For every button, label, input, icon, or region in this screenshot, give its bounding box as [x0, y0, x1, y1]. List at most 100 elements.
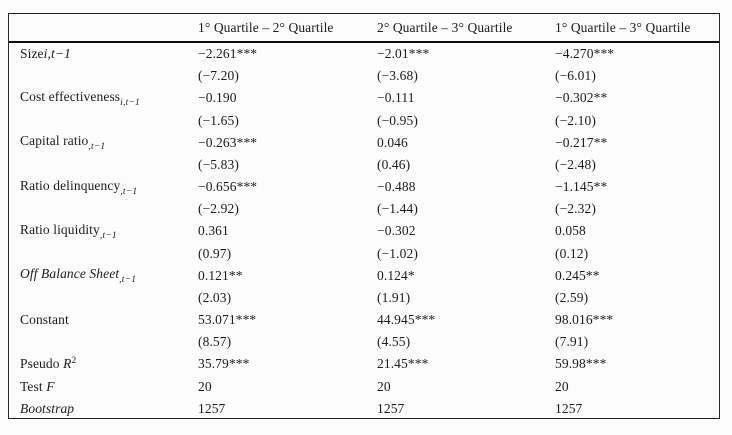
tstat-cell: (7.91) — [555, 334, 589, 350]
coef-cell: −0.111 — [377, 90, 415, 106]
tstat-cell: (−2.10) — [555, 112, 596, 128]
row-label-ratio-liquidity: Ratio liquidity,t−1 — [20, 222, 198, 241]
label-variable: R — [63, 356, 72, 372]
tstat-cell: (1.91) — [377, 289, 411, 305]
coef-cell: 0.245** — [555, 267, 600, 283]
label-subscript: ,t−1 — [88, 142, 106, 153]
coef-cell: −2.01*** — [377, 46, 430, 62]
label-inline-subscript: i,t−1 — [43, 46, 71, 62]
label-text: Off Balance Sheet — [20, 266, 120, 282]
table-row-pseudo-r2: Pseudo R2 35.79*** 21.45*** 59.98*** — [9, 353, 719, 375]
row-label-capital-ratio: Capital ratio,t−1 — [20, 133, 198, 152]
stat-cell: 59.98*** — [555, 356, 607, 372]
tstat-cell: (−2.32) — [555, 201, 596, 217]
label-text: Capital ratio — [20, 133, 89, 149]
label-text: Bootstrap — [20, 400, 75, 416]
label-text: Cost effectiveness — [20, 88, 121, 104]
label-superscript: 2 — [71, 356, 77, 367]
table-row-constant-coef: Constant 53.071*** 44.945*** 98.016*** — [9, 309, 719, 331]
row-label-off-balance-sheet: Off Balance Sheet,t−1 — [20, 266, 198, 285]
table-body: Sizei,t−1 −2.261*** −2.01*** −4.270*** (… — [9, 43, 719, 420]
table-row-ratio-liquidity-tstat: (0.97) (−1.02) (0.12) — [9, 243, 719, 265]
tstat-cell: (0.46) — [377, 156, 411, 172]
tstat-cell: (−1.02) — [377, 245, 418, 261]
column-header-q1-q3: 1° Quartile – 3° Quartile — [555, 19, 691, 35]
table-row-constant-tstat: (8.57) (4.55) (7.91) — [9, 331, 719, 353]
coef-cell: 0.361 — [198, 223, 229, 239]
label-text: Constant — [20, 312, 69, 328]
coef-cell: 53.071*** — [198, 312, 257, 328]
tstat-cell: (2.59) — [555, 289, 589, 305]
label-text: Ratio liquidity — [20, 221, 100, 237]
tstat-cell: (0.12) — [555, 245, 589, 261]
label-text: Test — [20, 378, 47, 394]
column-header-q2-q3: 2° Quartile – 3° Quartile — [377, 19, 513, 35]
coef-cell: −0.263*** — [198, 134, 258, 150]
table-row-size-coef: Sizei,t−1 −2.261*** −2.01*** −4.270*** — [9, 43, 719, 65]
tstat-cell: (8.57) — [198, 334, 232, 350]
coef-cell: −0.190 — [198, 90, 237, 106]
coef-cell: 0.046 — [377, 134, 408, 150]
tstat-cell: (−7.20) — [198, 68, 239, 84]
coef-cell: −2.261*** — [198, 46, 258, 62]
coef-cell: 0.124* — [377, 267, 415, 283]
stat-cell: 1257 — [377, 400, 405, 416]
tstat-cell: (−0.95) — [377, 112, 418, 128]
label-subscript: ,t−1 — [99, 230, 117, 241]
coef-cell: −0.302** — [555, 90, 608, 106]
row-label-constant: Constant — [20, 312, 198, 328]
label-variable: F — [46, 378, 55, 394]
row-label-size: Sizei,t−1 — [20, 46, 198, 62]
table-row-ratio-delinquency-coef: Ratio delinquency,t−1 −0.656*** −0.488 −… — [9, 176, 719, 198]
tstat-cell: (2.03) — [198, 289, 232, 305]
table-row-ratio-delinquency-tstat: (−2.92) (−1.44) (−2.32) — [9, 198, 719, 220]
label-text: Ratio delinquency — [20, 177, 121, 193]
tstat-cell: (4.55) — [377, 334, 411, 350]
coef-cell: 98.016*** — [555, 312, 614, 328]
coef-cell: −0.217** — [555, 134, 608, 150]
tstat-cell: (0.97) — [198, 245, 232, 261]
table-row-ratio-liquidity-coef: Ratio liquidity,t−1 0.361 −0.302 0.058 — [9, 220, 719, 242]
table-row-off-balance-sheet-tstat: (2.03) (1.91) (2.59) — [9, 287, 719, 309]
coef-cell: −0.302 — [377, 223, 416, 239]
stat-cell: 20 — [198, 378, 212, 394]
coef-cell: −1.145** — [555, 179, 608, 195]
stat-cell: 20 — [377, 378, 391, 394]
coef-cell: 0.058 — [555, 223, 586, 239]
coef-cell: 44.945*** — [377, 312, 436, 328]
coef-cell: 0.121** — [198, 267, 243, 283]
row-label-ratio-delinquency: Ratio delinquency,t−1 — [20, 178, 198, 197]
stat-cell: 35.79*** — [198, 356, 250, 372]
label-subscript: i,t−1 — [120, 97, 140, 108]
tstat-cell: (−1.65) — [198, 112, 239, 128]
coef-cell: −0.488 — [377, 179, 416, 195]
stat-cell: 20 — [555, 378, 569, 394]
table-row-cost-effectiveness-tstat: (−1.65) (−0.95) (−2.10) — [9, 110, 719, 132]
row-label-test-f: Test F — [20, 379, 198, 395]
stat-cell: 1257 — [555, 400, 583, 416]
tstat-cell: (−3.68) — [377, 68, 418, 84]
label-text: Pseudo — [20, 356, 64, 372]
tstat-cell: (−5.83) — [198, 156, 239, 172]
tstat-cell: (−2.48) — [555, 156, 596, 172]
label-subscript: ,t−1 — [119, 275, 137, 286]
stat-cell: 21.45*** — [377, 356, 429, 372]
stat-cell: 1257 — [198, 400, 226, 416]
coef-cell: −0.656*** — [198, 179, 258, 195]
label-subscript: ,t−1 — [120, 186, 138, 197]
table-row-off-balance-sheet-coef: Off Balance Sheet,t−1 0.121** 0.124* 0.2… — [9, 265, 719, 287]
table-row-bootstrap: Bootstrap 1257 1257 1257 — [9, 398, 719, 420]
row-label-bootstrap: Bootstrap — [20, 401, 198, 417]
table-row-test-f: Test F 20 20 20 — [9, 376, 719, 398]
table-header-row: 1° Quartile – 2° Quartile 2° Quartile – … — [9, 14, 719, 43]
table-row-capital-ratio-coef: Capital ratio,t−1 −0.263*** 0.046 −0.217… — [9, 132, 719, 154]
column-header-q1-q2: 1° Quartile – 2° Quartile — [198, 19, 334, 35]
table-row-capital-ratio-tstat: (−5.83) (0.46) (−2.48) — [9, 154, 719, 176]
label-text: Size — [20, 46, 44, 62]
table-row-cost-effectiveness-coef: Cost effectivenessi,t−1 −0.190 −0.111 −0… — [9, 87, 719, 109]
table-row-size-tstat: (−7.20) (−3.68) (−6.01) — [9, 65, 719, 87]
row-label-pseudo-r2: Pseudo R2 — [20, 356, 198, 372]
regression-table: 1° Quartile – 2° Quartile 2° Quartile – … — [8, 13, 720, 419]
row-label-cost-effectiveness: Cost effectivenessi,t−1 — [20, 89, 198, 108]
